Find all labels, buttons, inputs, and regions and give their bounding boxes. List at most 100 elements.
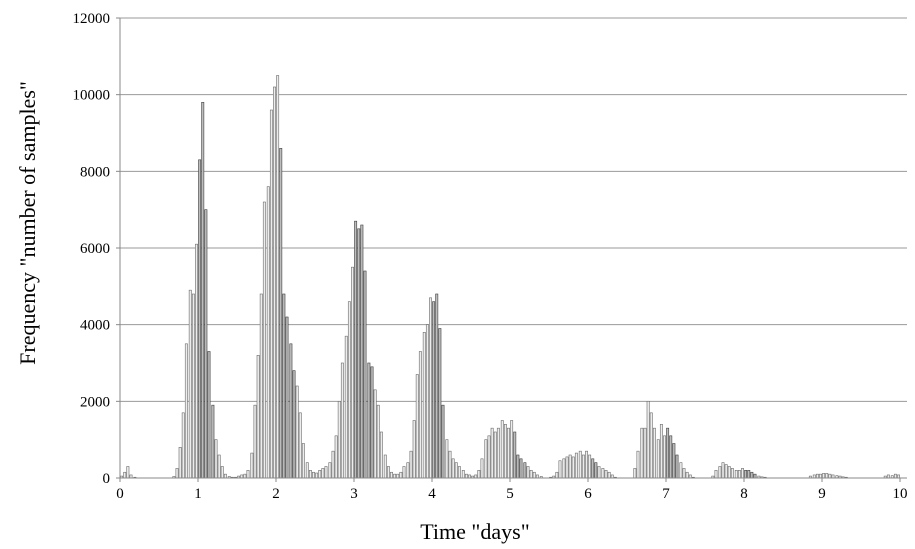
horizontal-gridlines <box>120 17 907 402</box>
x-tick-label: 0 <box>116 486 124 502</box>
histogram-bar <box>672 443 676 479</box>
histogram-bar <box>273 86 276 479</box>
histogram-bar <box>396 473 400 479</box>
y-tick-label: 0 <box>103 471 111 487</box>
histogram-bar <box>178 447 182 479</box>
histogram-bar <box>435 293 439 479</box>
histogram-bar <box>607 471 611 479</box>
histogram-bar <box>730 468 734 479</box>
histogram-bar <box>441 404 445 479</box>
histogram-bar <box>532 471 536 479</box>
histogram-bar <box>721 462 725 479</box>
x-tick-label: 10 <box>893 486 908 502</box>
histogram-bar <box>741 468 744 479</box>
histogram-bar <box>399 471 403 479</box>
histogram-bar <box>714 470 718 479</box>
histogram-bar <box>312 471 315 479</box>
histogram-bar <box>418 351 422 479</box>
histogram-bar <box>223 473 227 479</box>
histogram-bar <box>386 466 390 479</box>
histogram-bar <box>724 464 728 479</box>
histogram-bar <box>519 458 523 479</box>
histogram-bar <box>282 293 286 479</box>
histogram-bar <box>659 424 663 479</box>
histogram-bar <box>685 471 689 479</box>
histogram-bar <box>175 468 179 479</box>
histogram-bar <box>357 228 361 479</box>
histogram-bar <box>594 462 598 479</box>
histogram-bar <box>256 355 260 479</box>
x-tick-label: 2 <box>272 486 280 502</box>
histogram-bar <box>461 470 465 479</box>
histogram-bar <box>298 412 302 479</box>
histogram-bar <box>315 472 319 479</box>
histogram-bar <box>295 385 299 479</box>
histogram-bar <box>250 452 254 479</box>
histogram-bar <box>409 450 413 479</box>
histogram-bar <box>367 362 371 479</box>
histogram-bar <box>487 435 491 479</box>
histogram-bar <box>191 293 195 479</box>
histogram-bar <box>211 404 215 479</box>
histogram-bar <box>500 420 504 479</box>
histogram-bar <box>269 109 273 479</box>
x-tick-label: 5 <box>506 486 514 502</box>
histogram-bar <box>220 466 224 479</box>
histogram-bar <box>432 301 436 479</box>
histogram-bar <box>507 427 510 479</box>
histogram-bar <box>243 473 247 479</box>
histogram-bar <box>679 462 683 479</box>
histogram-bar <box>516 454 520 479</box>
histogram-bar <box>126 466 130 479</box>
histogram-bar <box>292 370 296 479</box>
histogram-bar <box>324 466 328 479</box>
histogram-bar <box>753 473 757 479</box>
histogram-bar <box>328 462 332 479</box>
histogram-bar <box>601 468 605 479</box>
histogram-bar <box>321 468 325 479</box>
histogram-bar <box>571 456 575 479</box>
histogram-bar <box>347 301 351 479</box>
histogram-bar <box>214 439 218 479</box>
histogram-bar <box>493 431 497 479</box>
histogram-bar <box>390 471 393 479</box>
histogram-bar <box>344 335 348 479</box>
histogram-bar <box>448 450 452 479</box>
histogram-bar <box>123 471 127 479</box>
x-tick-label: 8 <box>740 486 748 502</box>
histogram-bar <box>581 454 585 479</box>
histogram-bar <box>562 458 566 479</box>
histogram-bar <box>376 404 380 479</box>
histogram-bar <box>259 293 263 479</box>
histogram-bar <box>675 454 679 479</box>
x-tick-label: 6 <box>584 486 592 502</box>
histogram-bar <box>893 473 897 479</box>
histogram-bar <box>363 270 367 479</box>
histogram-bar <box>379 431 383 479</box>
y-tick-labels: 0 2000 4000 6000 8000 10000 12000 <box>73 11 120 487</box>
y-tick-label: 12000 <box>73 11 111 27</box>
x-axis-title: Time "days" <box>420 519 529 544</box>
x-tick-labels: 0 1 2 3 4 5 6 7 8 9 10 <box>116 478 908 502</box>
histogram-bar <box>480 458 484 479</box>
histogram-bar <box>285 316 289 479</box>
histogram-bars <box>120 75 900 479</box>
histogram-bar <box>370 366 374 479</box>
histogram-bar <box>406 462 410 479</box>
histogram-bar <box>529 470 533 479</box>
histogram-bar <box>523 462 527 479</box>
histogram-bar <box>828 473 832 479</box>
histogram-bar <box>276 75 280 479</box>
histogram-bar <box>246 470 250 479</box>
histogram-bar <box>597 466 601 479</box>
histogram-bar <box>354 220 358 479</box>
y-axis-title: Frequency "number of samples" <box>15 81 40 365</box>
histogram-bar <box>747 470 751 479</box>
x-tick-label: 1 <box>194 486 202 502</box>
histogram-bar <box>510 420 514 479</box>
histogram-bar <box>331 450 335 479</box>
histogram-bar <box>373 389 377 479</box>
histogram-bar <box>682 468 686 479</box>
histogram-bar <box>301 443 305 479</box>
